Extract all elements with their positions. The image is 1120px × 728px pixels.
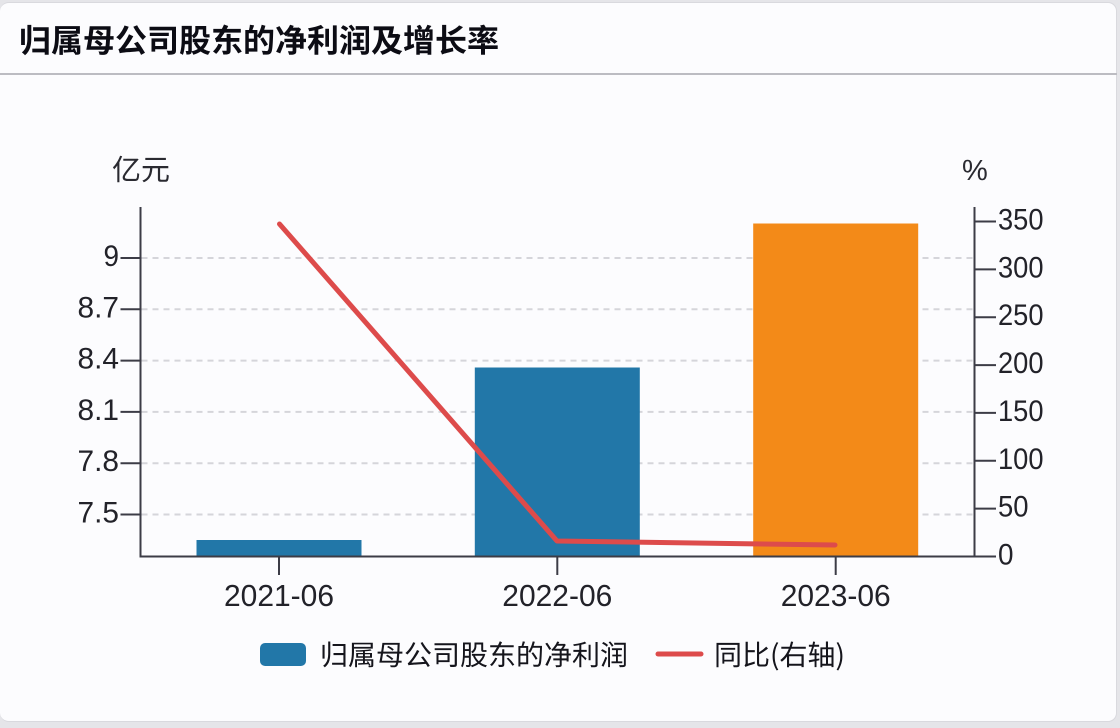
svg-text:2021-06: 2021-06	[224, 578, 334, 613]
svg-text:8.4: 8.4	[78, 343, 120, 376]
svg-text:2023-06: 2023-06	[781, 578, 891, 613]
svg-text:7.5: 7.5	[78, 497, 120, 530]
svg-text:9: 9	[104, 240, 120, 273]
svg-text:8.7: 8.7	[78, 291, 120, 324]
svg-text:250: 250	[998, 299, 1044, 332]
svg-text:7.8: 7.8	[78, 445, 120, 478]
svg-text:200: 200	[998, 347, 1044, 380]
svg-text:300: 300	[998, 251, 1044, 284]
svg-text:50: 50	[998, 491, 1029, 524]
svg-text:100: 100	[998, 443, 1044, 476]
svg-text:350: 350	[998, 204, 1044, 237]
svg-text:0: 0	[998, 539, 1014, 572]
svg-text:150: 150	[998, 395, 1044, 428]
svg-text:2022-06: 2022-06	[502, 578, 612, 613]
svg-text:8.1: 8.1	[78, 394, 120, 427]
svg-text:%: %	[962, 155, 988, 187]
